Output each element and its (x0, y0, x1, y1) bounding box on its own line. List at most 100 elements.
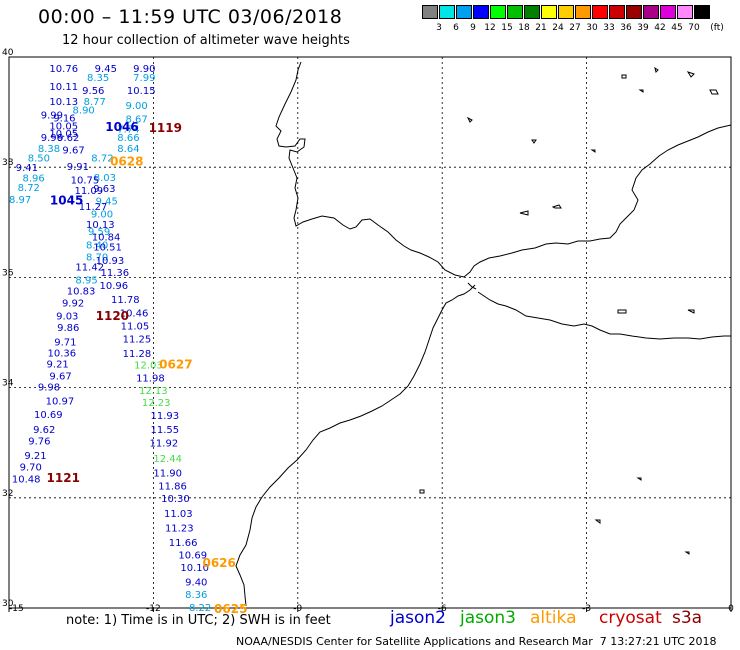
scale-swatch (660, 5, 676, 19)
map-frame (8, 56, 732, 609)
wave-height-label: 9.70 (20, 462, 42, 473)
wave-height-label: 8.66 (117, 133, 139, 144)
scale-label: 30 (586, 23, 598, 33)
pass-time-label: 1121 (47, 471, 80, 485)
y-tick-label: 34 (2, 379, 14, 389)
wave-height-label: 10.13 (49, 97, 78, 108)
wave-height-label: 8.97 (9, 195, 31, 206)
wave-height-label: 11.90 (153, 468, 182, 479)
wave-height-label: 10.48 (12, 475, 41, 486)
pass-time-label: 1119 (149, 121, 182, 135)
wave-height-label: 8.77 (84, 97, 106, 108)
scale-swatch (626, 5, 642, 19)
scale-swatch (456, 5, 472, 19)
scale-swatch (507, 5, 523, 19)
wave-height-label: 9.98 (38, 382, 60, 393)
wave-height-label: 10.10 (180, 563, 209, 574)
wave-height-label: 10.84 (92, 233, 121, 244)
wave-height-label: 8.50 (28, 153, 50, 164)
pass-time-label: 1120 (96, 309, 129, 323)
scale-label: 9 (470, 23, 476, 33)
y-tick-label: 32 (2, 489, 13, 499)
wave-height-label: 9.91 (67, 162, 89, 173)
y-tick-label: 30 (2, 599, 14, 609)
island-1 (621, 74, 627, 79)
wave-height-label: 12.44 (153, 454, 182, 465)
wave-height-label: 8.72 (18, 183, 40, 194)
wave-height-label: 11.78 (111, 295, 140, 306)
scale-swatch (592, 5, 608, 19)
wave-height-label: 10.36 (48, 348, 77, 359)
wave-height-label: 8.03 (94, 173, 116, 184)
wave-height-label: 11.66 (169, 538, 198, 549)
wave-height-label: 12.23 (142, 398, 171, 409)
wave-height-label: 9.56 (82, 86, 104, 97)
wave-height-label: 9.40 (185, 578, 207, 589)
wave-height-label: 9.99 (41, 110, 63, 121)
x-tick-label: -9 (293, 604, 302, 614)
wave-height-label: 9.92 (62, 299, 84, 310)
wave-height-label: 8.90 (73, 105, 95, 116)
wave-height-label: 8.95 (75, 276, 97, 287)
pass-time-label: 0628 (110, 155, 143, 169)
wave-height-label: 10.83 (67, 287, 96, 298)
wave-height-label: 11.55 (151, 425, 180, 436)
scale-label: 45 (671, 23, 683, 33)
pass-time-label: 1046 (105, 120, 138, 134)
wave-height-label: 11.05 (121, 321, 150, 332)
scale-label: 24 (552, 23, 564, 33)
scale-swatch (643, 5, 659, 19)
wave-height-label: 9.63 (93, 184, 115, 195)
scale-swatch (609, 5, 625, 19)
wave-height-label: 10.76 (49, 64, 78, 75)
wave-height-label: 8.38 (38, 144, 60, 155)
wave-height-label: 11.23 (165, 524, 194, 535)
wave-height-label: 10.15 (127, 86, 156, 97)
axis-ticks: -15 -12 -9 -6 -3 0 40 38 36 34 32 30 (2, 48, 734, 614)
x-tick-label: -15 (9, 604, 24, 614)
pass-time-label: 0626 (202, 556, 235, 570)
wave-height-label: 9.41 (16, 163, 38, 174)
scale-swatch (524, 5, 540, 19)
island-10 (590, 149, 596, 153)
wave-height-label: 8.22 (189, 603, 211, 614)
wave-height-label: 11.86 (158, 482, 187, 493)
wave-height-label: 7.74 (117, 125, 139, 136)
island-8 (519, 210, 529, 216)
pass-time-label: 0625 (214, 602, 247, 616)
wave-height-label: 11.98 (136, 374, 165, 385)
wave-height-label: 10.51 (93, 243, 122, 254)
scale-label: 15 (501, 23, 513, 33)
scale-label: 39 (637, 23, 649, 33)
island-15 (636, 477, 642, 481)
wave-height-label: 8.96 (22, 174, 44, 185)
wave-height-label: 9.67 (62, 146, 84, 157)
footer-credit: NOAA/NESDIS Center for Satellite Applica… (236, 635, 570, 648)
chart-title: 00:00 – 11:59 UTC 03/06/2018 (38, 6, 343, 28)
x-tick-label: -12 (146, 604, 161, 614)
scale-swatch (575, 5, 591, 19)
x-tick-label: -6 (438, 604, 447, 614)
wave-height-label: 9.62 (33, 425, 55, 436)
wave-height-observations: 10.76 9.45 9.90 8.35 7.99 10.11 9.56 10.15 10.13… (9, 64, 211, 614)
wave-height-label: 12.13 (139, 386, 168, 397)
legend-s3a: s3a (672, 608, 703, 628)
wave-height-label: 9.03 (56, 311, 78, 322)
scale-label: 33 (603, 23, 615, 33)
wave-height-label: 10.93 (96, 256, 125, 267)
coastline (235, 61, 732, 607)
scale-label: 3 (436, 23, 442, 33)
wave-height-label: 12.03 (134, 360, 163, 371)
scale-label: 21 (535, 23, 547, 33)
pass-time-label: 0627 (159, 357, 192, 371)
legend-jason2: jason2 (390, 608, 446, 628)
wave-height-label: 10.69 (34, 410, 63, 421)
island-5 (638, 89, 644, 93)
scale-label: 12 (484, 23, 496, 33)
y-tick-label: 40 (2, 48, 14, 58)
wave-height-label: 10.96 (99, 281, 128, 292)
wave-height-label: 9.21 (24, 451, 46, 462)
wave-height-label: 11.25 (123, 335, 152, 346)
wave-height-label: 8.36 (185, 590, 207, 601)
